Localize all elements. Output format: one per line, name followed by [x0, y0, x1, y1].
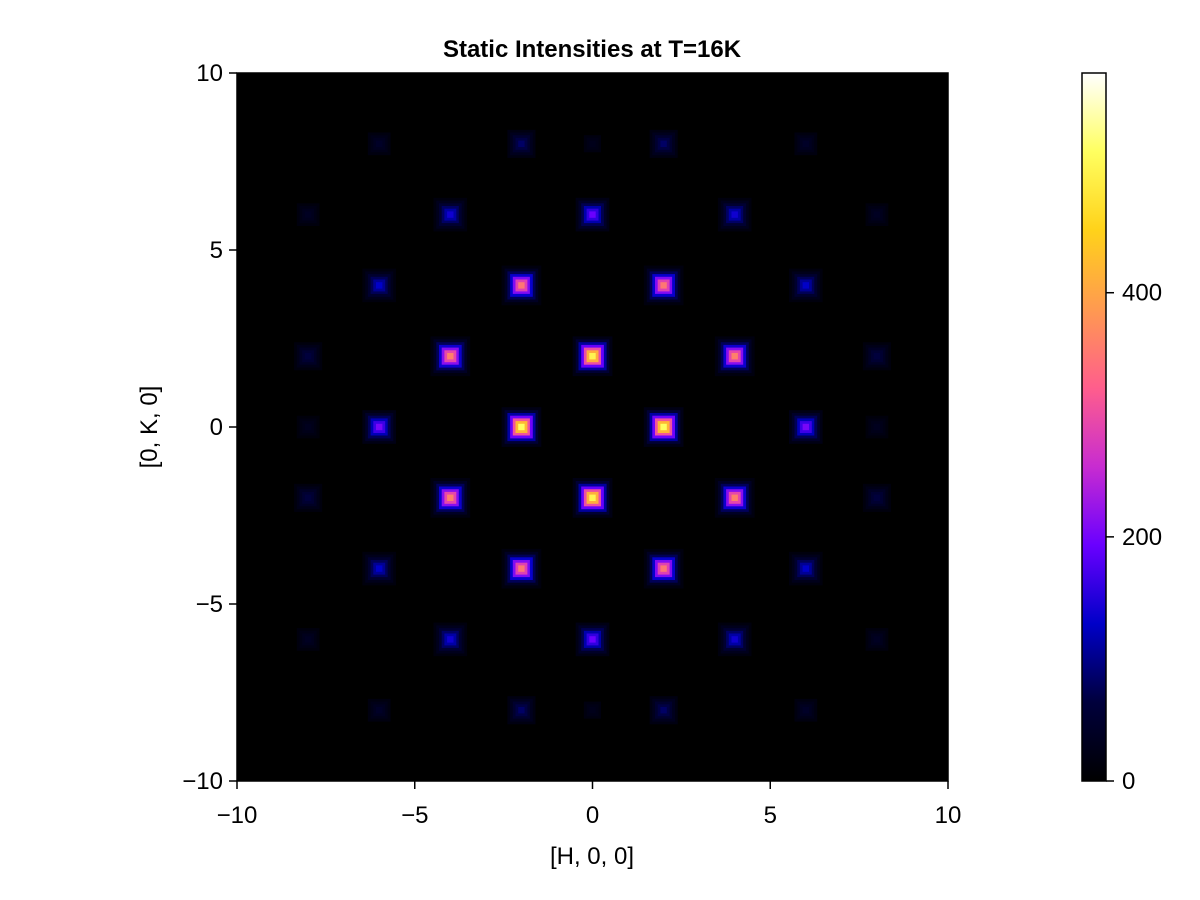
peak-h2-k8: [649, 129, 678, 158]
x-axis-label: [H, 0, 0]: [550, 843, 634, 870]
peak-h8-k6: [865, 203, 889, 226]
peak-h-8-k6: [296, 203, 320, 226]
x-tick-label: −5: [401, 802, 428, 829]
peak-h-8-k-6: [296, 628, 320, 651]
y-tick-label: 5: [210, 237, 223, 264]
peak-h-6-k-4: [362, 551, 396, 586]
peak-h2-k-4: [643, 548, 684, 589]
peak-h2-k0: [643, 407, 684, 447]
y-tick-label: 0: [210, 414, 223, 441]
peak-h-2-k4: [501, 265, 542, 306]
peak-h8-k-2: [862, 483, 891, 512]
peak-h0-k8: [583, 135, 601, 153]
peak-h4-k-2: [714, 478, 755, 518]
peak-h2-k-8: [649, 696, 678, 725]
peak-h0-k-2: [572, 478, 613, 518]
peak-h-8-k2: [294, 342, 323, 371]
colorbar-ticks: 0 200 400: [1106, 280, 1162, 795]
peak-h-6-k-8: [367, 698, 391, 722]
peak-h-6-k0: [362, 410, 396, 444]
chart-title: Static Intensities at T=16K: [443, 36, 742, 63]
peak-h-2-k8: [507, 129, 536, 158]
peak-h6-k8: [794, 132, 818, 156]
x-tick-label: 10: [935, 802, 962, 829]
colorbar: [1081, 72, 1107, 782]
peak-h6-k-8: [794, 698, 818, 722]
colorbar-tick-label: 0: [1122, 768, 1135, 795]
peak-h-2-k-8: [507, 696, 536, 725]
peak-h-6-k8: [367, 132, 391, 156]
intensity-peaks: [294, 129, 891, 725]
peak-h8-k2: [862, 342, 891, 371]
peak-h-2-k0: [501, 407, 542, 447]
peak-h0-k2: [572, 336, 613, 377]
y-tick-label: −10: [182, 768, 223, 795]
peak-h-4-k-6: [433, 622, 468, 657]
peak-h0-k-8: [583, 701, 601, 719]
peak-h4-k2: [714, 336, 755, 377]
peak-h6-k-4: [789, 551, 823, 586]
colorbar-tick-label: 400: [1122, 280, 1162, 307]
y-axis-label: [0, K, 0]: [136, 386, 163, 469]
peak-h-8-k-2: [294, 483, 323, 512]
y-tick-label: −5: [196, 591, 223, 618]
x-tick-label: −10: [217, 802, 258, 829]
peak-h8-k0: [865, 415, 889, 439]
colorbar-tick-label: 200: [1122, 524, 1162, 551]
y-axis-ticks: −10 −5 0 5 10: [182, 60, 237, 795]
peak-h6-k0: [789, 410, 823, 444]
peak-h-2-k-4: [501, 548, 542, 589]
x-tick-label: 0: [586, 802, 599, 829]
peak-h-4-k-2: [430, 478, 471, 518]
peak-h2-k4: [643, 265, 684, 306]
peak-h0-k6: [575, 197, 610, 232]
x-axis-ticks: −10 −5 0 5 10: [217, 781, 962, 829]
plot-background: [237, 73, 948, 781]
peak-h4-k-6: [717, 622, 752, 657]
peak-h-6-k4: [362, 268, 396, 303]
peak-h-4-k6: [433, 197, 468, 232]
peak-h0-k-6: [575, 622, 610, 657]
peak-h6-k4: [789, 268, 823, 303]
peak-h-4-k2: [430, 336, 471, 377]
x-tick-label: 5: [764, 802, 777, 829]
peak-h-8-k0: [296, 415, 320, 439]
peak-h8-k-6: [865, 628, 889, 651]
y-tick-label: 10: [196, 60, 223, 87]
peak-h4-k6: [717, 197, 752, 232]
